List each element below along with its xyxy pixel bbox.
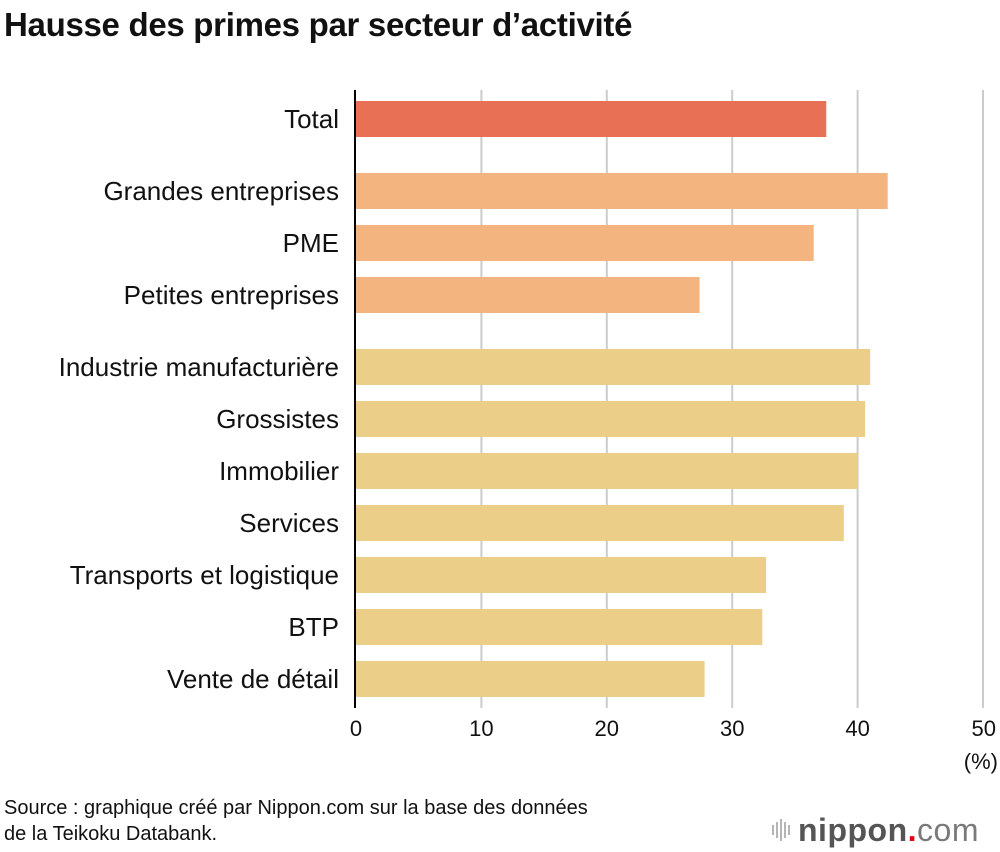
bar-petites-entreprises [356, 277, 700, 313]
bars [356, 101, 888, 697]
bar-total [356, 101, 827, 137]
category-label: Industrie manufacturière [59, 352, 339, 382]
x-tick-label: 20 [595, 716, 619, 741]
logo-brand: nippon [798, 811, 908, 848]
bar-grandes-entreprises [356, 173, 888, 209]
source-line-2: de la Teikoku Databank. [4, 823, 218, 845]
category-label: Immobilier [219, 456, 339, 486]
category-labels: Total Grandes entreprises PME Petites entre… [59, 104, 340, 694]
bar-industrie-manufacturiere [356, 349, 871, 385]
category-label: Grandes entreprises [103, 176, 339, 206]
x-tick-label: 0 [350, 716, 362, 741]
category-label: Total [284, 104, 339, 134]
category-label: Grossistes [216, 404, 339, 434]
x-axis-ticks: 0 10 20 30 40 50 [350, 716, 996, 741]
category-label: Vente de détail [167, 664, 339, 694]
bar-chart: Total Grandes entreprises PME Petites entre… [59, 90, 998, 774]
x-tick-label: 40 [845, 716, 869, 741]
source-note: Source : graphique créé par Nippon.com s… [4, 795, 588, 847]
bar-btp [356, 609, 763, 645]
bar-pme [356, 225, 814, 261]
logo-tld: com [917, 811, 979, 848]
logo-dot: . [907, 811, 918, 848]
category-label: BTP [288, 612, 339, 642]
source-line-1: Source : graphique créé par Nippon.com s… [4, 797, 588, 819]
category-label: Transports et logistique [70, 560, 339, 590]
logo-wordmark: nippon.com [798, 812, 979, 849]
category-label: Services [239, 508, 339, 538]
nippon-logo: nippon.com [772, 810, 979, 850]
x-tick-label: 50 [972, 716, 996, 741]
logo-waveform-icon [772, 819, 790, 841]
x-axis-unit-label: (%) [964, 749, 998, 774]
category-label: Petites entreprises [124, 280, 339, 310]
chart-title: Hausse des primes par secteur d’activité [4, 6, 633, 43]
category-label: PME [283, 228, 339, 258]
x-tick-label: 30 [720, 716, 744, 741]
bar-grossistes [356, 401, 866, 437]
bar-vente-de-detail [356, 661, 705, 697]
x-tick-label: 10 [469, 716, 493, 741]
bar-services [356, 505, 844, 541]
bar-transports-et-logistique [356, 557, 767, 593]
bar-immobilier [356, 453, 858, 489]
